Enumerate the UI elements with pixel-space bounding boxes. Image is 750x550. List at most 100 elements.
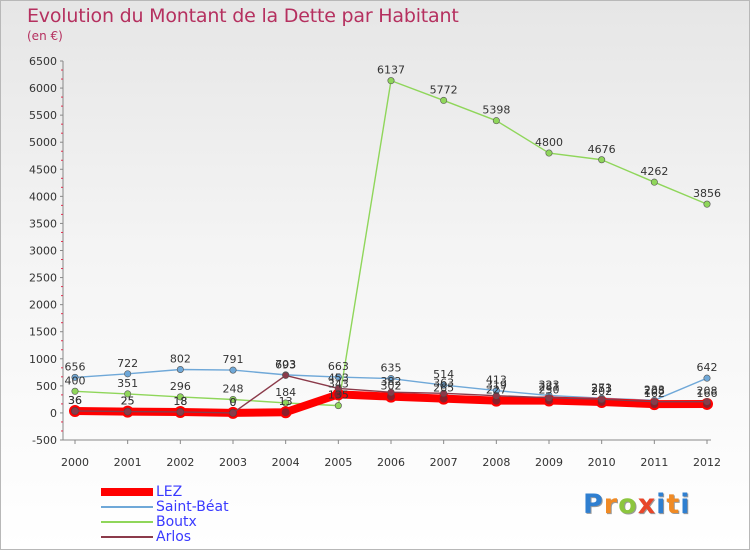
y-tick-label: 3000 <box>29 245 57 258</box>
data-label-Saint-Béat: 635 <box>381 362 402 375</box>
data-label-Arlos: 253 <box>591 382 612 395</box>
series-point-Boutx <box>71 387 79 395</box>
logo-letter: P <box>583 489 604 520</box>
series-point-Arlos <box>176 408 184 416</box>
data-label-Boutx: 351 <box>117 377 138 390</box>
data-label-LEZ: 302 <box>381 380 402 393</box>
series-point-Boutx <box>334 402 342 410</box>
series-point-Arlos <box>229 409 237 417</box>
series-point-Arlos <box>71 407 79 415</box>
series-point-Arlos <box>545 394 553 402</box>
series-point-Saint-Béat <box>71 373 79 381</box>
series-point-Saint-Béat <box>124 370 132 378</box>
y-tick-label: 1500 <box>29 326 57 339</box>
data-label-Arlos: 319 <box>486 379 507 392</box>
legend-label: Boutx <box>156 514 197 530</box>
series-point-Saint-Béat <box>387 375 395 383</box>
data-label-Saint-Béat: 802 <box>170 353 191 366</box>
data-label-Boutx: 4676 <box>588 143 616 156</box>
data-label-Saint-Béat: 323 <box>539 378 560 391</box>
legend-label: LEZ <box>156 484 183 500</box>
data-label-LEZ: 230 <box>539 383 560 396</box>
logo-letter: i <box>656 489 667 520</box>
y-tick-label: 3500 <box>29 217 57 230</box>
legend-swatch <box>101 488 153 496</box>
x-tick-label: 2006 <box>377 456 405 469</box>
data-label-Boutx: 3856 <box>693 187 721 200</box>
x-tick-label: 2012 <box>693 456 721 469</box>
data-label-Arlos: 363 <box>433 376 454 389</box>
series-point-Boutx <box>650 178 658 186</box>
legend-swatch <box>101 521 153 523</box>
x-tick-label: 2007 <box>430 456 458 469</box>
logo-letter: r <box>603 489 619 520</box>
series-point-Saint-Béat <box>334 373 342 381</box>
y-tick-label: 5500 <box>29 109 57 122</box>
x-tick-label: 2004 <box>272 456 300 469</box>
y-tick-label: 6000 <box>29 82 57 95</box>
series-point-Arlos <box>334 384 342 392</box>
series-point-Boutx <box>703 200 711 208</box>
data-label-Saint-Béat: 656 <box>65 360 86 373</box>
series-point-Saint-Béat <box>703 374 711 382</box>
data-label-LEZ: 202 <box>591 385 612 398</box>
series-point-LEZ <box>279 406 292 419</box>
data-label-Saint-Béat: 791 <box>223 353 244 366</box>
legend-label: Saint-Béat <box>156 499 229 515</box>
data-label-Arlos: 453 <box>328 371 349 384</box>
data-label-Arlos: 25 <box>121 395 135 408</box>
series-point-Boutx <box>124 390 132 398</box>
line-chart: -500050010001500200025003000350040004500… <box>29 55 721 469</box>
series-point-Boutx <box>545 149 553 157</box>
data-label-Saint-Béat: 271 <box>591 381 612 394</box>
series-point-Boutx <box>229 396 237 404</box>
data-label-Boutx: 6137 <box>377 64 405 77</box>
data-label-LEZ: 13 <box>279 395 293 408</box>
y-tick-label: 5000 <box>29 136 57 149</box>
data-label-Saint-Béat: 642 <box>697 361 718 374</box>
series-point-Boutx <box>440 96 448 104</box>
data-label-Saint-Béat: 233 <box>644 383 665 396</box>
series-point-Boutx <box>387 77 395 85</box>
series-point-Arlos <box>440 389 448 397</box>
x-tick-label: 2009 <box>535 456 563 469</box>
legend-item: Arlos <box>101 529 301 545</box>
data-label-Boutx: 4800 <box>535 136 563 149</box>
data-label-Boutx: 5398 <box>482 104 510 117</box>
data-label-LEZ: 343 <box>328 377 349 390</box>
logo-letter: i <box>680 489 691 520</box>
legend-label: Arlos <box>156 529 192 545</box>
y-tick-label: -500 <box>32 434 57 447</box>
logo-letter: x <box>637 489 657 520</box>
x-tick-label: 2000 <box>61 456 89 469</box>
y-tick-label: 0 <box>50 407 57 420</box>
series-point-Boutx <box>282 399 290 407</box>
x-tick-label: 2008 <box>482 456 510 469</box>
chart-unit: (en €) <box>27 29 63 43</box>
series-point-Arlos <box>282 371 290 379</box>
series-point-Saint-Béat <box>176 366 184 374</box>
data-label-Boutx: 296 <box>170 380 191 393</box>
data-label-LEZ: 166 <box>697 387 718 400</box>
data-label-Saint-Béat: 663 <box>328 360 349 373</box>
data-label-Arlos: 0 <box>230 396 237 409</box>
x-tick-label: 2011 <box>640 456 668 469</box>
y-tick-label: 1000 <box>29 353 57 366</box>
series-point-Arlos <box>598 395 606 403</box>
data-label-Boutx: 400 <box>65 374 86 387</box>
data-label-LEZ: 265 <box>433 382 454 395</box>
series-point-Arlos <box>650 398 658 406</box>
chart-title: Evolution du Montant de la Dette par Hab… <box>27 5 459 27</box>
data-label-Arlos: 36 <box>68 394 82 407</box>
series-point-Saint-Béat <box>229 366 237 374</box>
y-tick-label: 500 <box>36 380 57 393</box>
data-label-LEZ: 18 <box>173 395 187 408</box>
x-tick-label: 2010 <box>588 456 616 469</box>
data-label-Saint-Béat: 413 <box>486 374 507 387</box>
data-label-Saint-Béat: 514 <box>433 368 454 381</box>
x-tick-label: 2005 <box>324 456 352 469</box>
series-point-Boutx <box>598 156 606 164</box>
data-label-Arlos: 208 <box>697 385 718 398</box>
data-label-Arlos: 208 <box>644 385 665 398</box>
